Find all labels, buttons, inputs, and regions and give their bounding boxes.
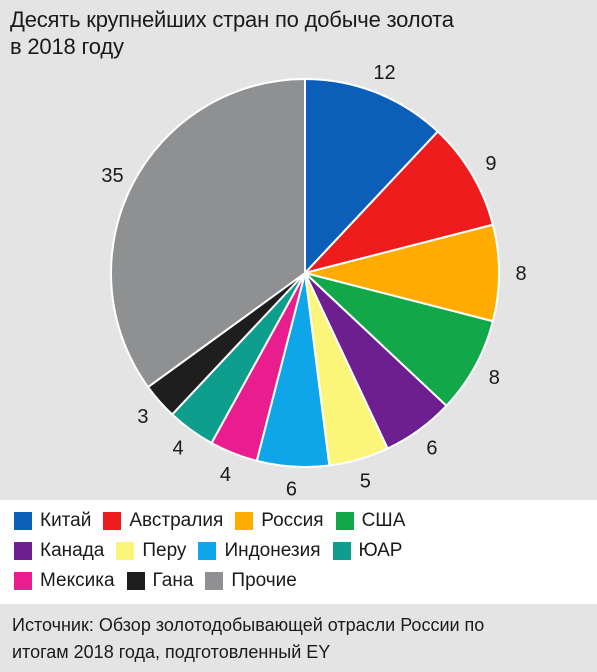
legend-item: Прочие [205,570,297,592]
pie-value-label-9: 3 [137,406,148,428]
legend-swatch [198,542,217,560]
legend-swatch [14,512,32,530]
legend-swatch [116,542,135,560]
pie-slice-3 [304,272,495,408]
legend-item: Канада [14,540,104,562]
legend-label: ЮАР [358,540,403,561]
legend-item: Австралия [103,510,223,532]
legend-label: США [361,510,406,531]
pie-value-label-10: 35 [101,165,123,187]
legend-row: Китай Австралия Россия США [14,508,417,534]
legend-label: Китай [40,510,92,531]
chart-title-line-2: в 2018 году [10,34,124,59]
pie-value-label-0: 12 [373,62,395,84]
legend-item: Китай [14,510,91,532]
legend-label: Мексика [40,570,115,591]
legend-swatch [103,512,122,530]
legend-item: Россия [235,510,324,532]
source-line-2: итогам 2018 года, подготовленный EY [12,642,331,662]
legend-label: Индонезия [224,540,321,561]
source-line-1: Источник: Обзор золотодобывающей отрасли… [12,615,485,635]
pie-value-label-4: 6 [426,438,437,460]
legend-swatch [14,542,32,560]
legend-swatch [205,572,224,590]
pie-value-label-5: 5 [360,470,371,492]
legend-label: Австралия [129,510,224,531]
pie-value-label-7: 4 [220,464,231,486]
source-note: Источник: Обзор золотодобывающей отрасли… [12,612,587,666]
pie-value-label-2: 8 [515,263,526,285]
pie-value-label-8: 4 [172,438,183,460]
chart-title: Десять крупнейших стран по добыче золота… [10,6,570,60]
legend-item: США [335,510,406,532]
legend-label: Канада [40,540,105,561]
legend-swatch [335,512,354,530]
pie-value-label-3: 8 [489,367,500,389]
pie-slice-10 [110,77,306,389]
legend-item: Индонезия [198,540,321,562]
pie-chart: 12 9 8 8 6 5 6 4 4 3 35 [101,62,526,500]
pie-slice-1 [301,130,495,275]
legend-item: Перу [116,540,186,562]
pie-value-label-6: 6 [286,479,297,500]
legend-swatch [126,572,145,590]
legend: Китай Австралия Россия США Канада Перу Индонез… [0,500,597,604]
legend-swatch [235,512,254,530]
legend-label: Гана [152,570,194,591]
legend-label: Перу [142,540,187,561]
legend-item: ЮАР [332,540,403,562]
legend-row: Мексика Гана Прочие [14,568,309,594]
legend-row: Канада Перу Индонезия ЮАР [14,538,414,564]
legend-swatch [332,542,351,560]
legend-label: Россия [261,510,324,531]
legend-swatch [14,572,32,590]
legend-item: Мексика [14,570,115,592]
legend-item: Гана [126,570,194,592]
legend-label: Прочие [231,570,297,591]
pie-slice-2 [304,223,500,323]
pie-value-label-1: 9 [485,153,496,175]
pie-slice-0 [304,77,440,276]
chart-title-line-1: Десять крупнейших стран по добыче золота [10,7,454,32]
